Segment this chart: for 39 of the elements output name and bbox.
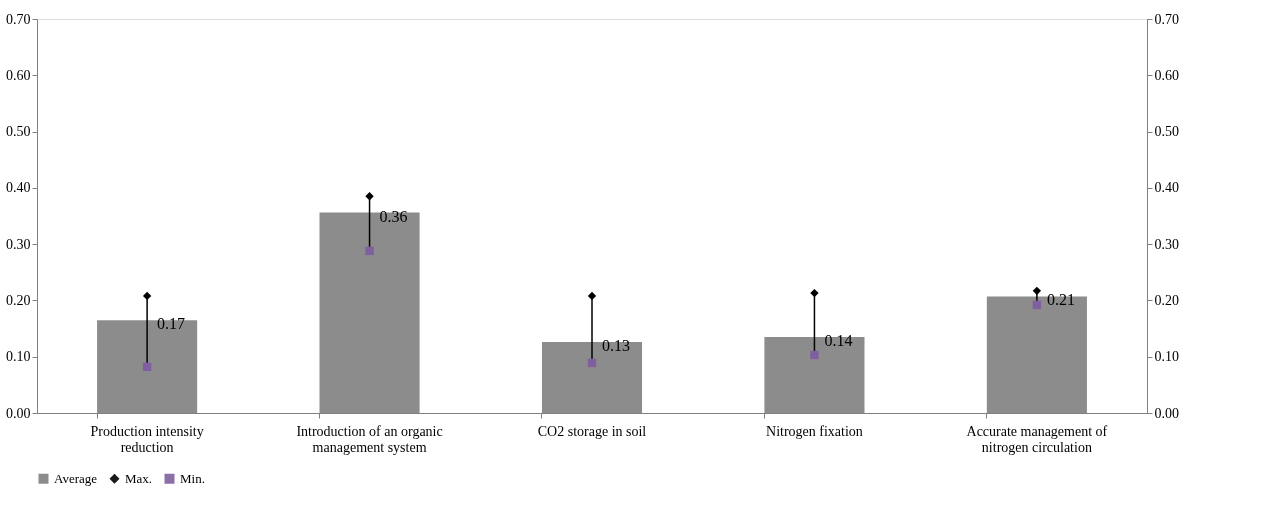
y-tick-label: 0.10: [6, 349, 31, 365]
y-tick-label: 0.20: [6, 292, 31, 308]
y2-tick-label: 0.70: [1154, 11, 1179, 27]
y-tick-label: 0.00: [6, 405, 31, 421]
point: [365, 192, 374, 201]
point: [365, 246, 374, 256]
data-label: 0.21: [1046, 291, 1075, 309]
x-tick-label: Accurate management of nitrogen circulation: [966, 423, 1108, 455]
y2-tick-label: 0.10: [1154, 349, 1179, 365]
y-tick-label: 0.40: [6, 180, 31, 196]
data-label: 0.13: [602, 337, 630, 355]
point: [142, 362, 152, 372]
x-tick-label: Production intensity reduction: [90, 423, 204, 455]
y2-tick-label: 0.00: [1154, 405, 1179, 421]
point: [810, 350, 819, 360]
point: [1032, 300, 1042, 310]
y-tick-label: 0.70: [6, 11, 31, 27]
y2-tick-label: 0.50: [1154, 124, 1179, 140]
y-tick-label: 0.60: [6, 67, 31, 83]
x-tick-label: Nitrogen fixation: [766, 423, 863, 439]
y2-tick-label: 0.60: [1154, 67, 1179, 83]
y-tick-label: 0.30: [6, 236, 31, 252]
data-label: 0.14: [824, 332, 853, 350]
legend-label: Min.: [180, 470, 205, 486]
point: [587, 358, 597, 368]
y2-tick-label: 0.40: [1154, 180, 1179, 196]
legend-label: Average: [54, 470, 98, 486]
y2-tick-label: 0.20: [1154, 292, 1179, 308]
x-tick-label: CO2 storage in soil: [537, 423, 647, 439]
point: [1032, 286, 1042, 296]
point: [810, 288, 819, 298]
point: [587, 291, 597, 301]
data-label: 0.36: [379, 207, 408, 225]
y-tick-label: 0.50: [6, 124, 31, 140]
point: [142, 291, 152, 301]
y2-tick-label: 0.30: [1154, 236, 1179, 252]
data-label: 0.17: [157, 315, 186, 333]
x-tick-label: Introduction of an organic management system: [296, 423, 443, 455]
legend-label: Max.: [125, 470, 153, 486]
